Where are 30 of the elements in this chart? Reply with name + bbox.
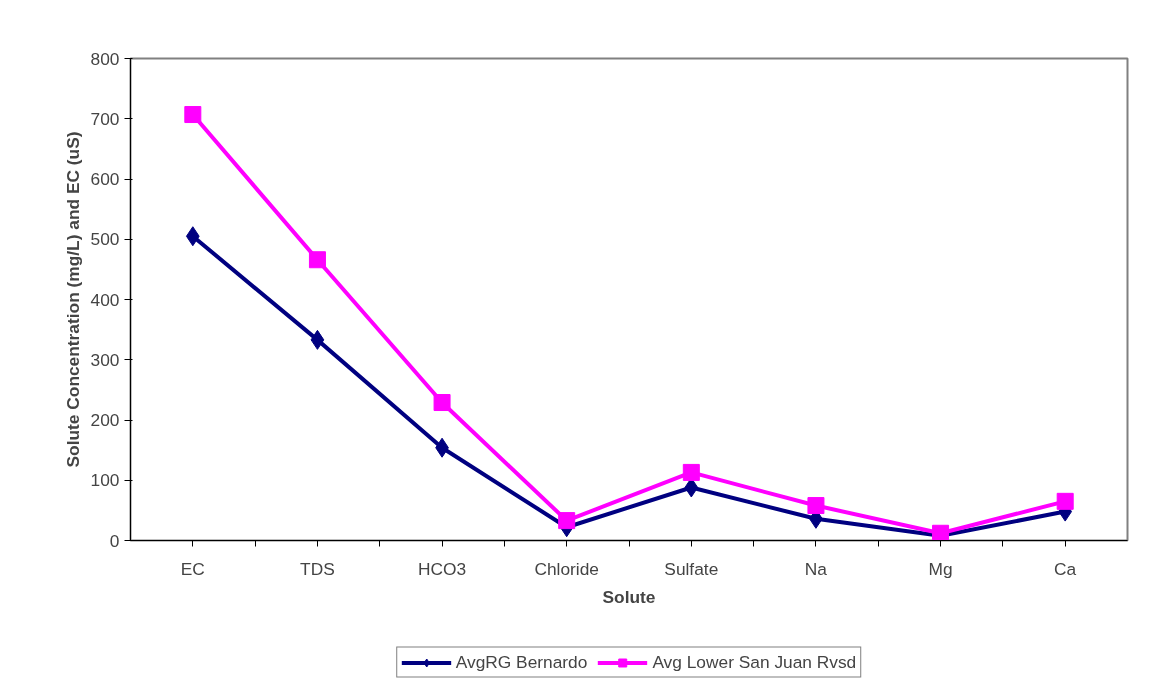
x-tick-label: Mg — [928, 558, 953, 579]
x-tick-label: TDS — [300, 558, 335, 579]
y-tick-label: 100 — [90, 470, 120, 491]
point — [310, 329, 325, 350]
point — [184, 106, 202, 124]
x-axis-title: Solute — [602, 586, 656, 607]
y-axis-title: Solute Concentration (mg/L) and EC (uS) — [62, 131, 83, 468]
point — [682, 463, 700, 481]
x-tick-label: Ca — [1054, 558, 1077, 579]
x-tick-label: Chloride — [534, 558, 599, 579]
point — [1056, 492, 1074, 510]
y-tick-label: 300 — [90, 349, 120, 370]
x-tick-label: Sulfate — [664, 558, 719, 579]
y-tick-label: 0 — [109, 530, 120, 551]
legend-label: Avg Lower San Juan Rvsd — [652, 651, 857, 673]
point — [807, 497, 825, 515]
y-tick-label: 500 — [90, 229, 120, 250]
y-tick-label: 400 — [90, 289, 120, 310]
y-tick-label: 700 — [90, 108, 120, 129]
point — [308, 251, 326, 269]
point — [558, 512, 576, 530]
y-tick-label: 200 — [90, 410, 120, 430]
x-tick-label: EC — [180, 558, 205, 579]
x-tick-label: HCO3 — [417, 558, 467, 579]
point — [185, 226, 200, 247]
y-tick-label: 600 — [90, 169, 120, 189]
legend-label: AvgRG Bernardo — [455, 651, 588, 673]
x-tick-label: Na — [804, 558, 828, 579]
y-tick-label: 800 — [90, 48, 120, 69]
point — [433, 394, 451, 412]
